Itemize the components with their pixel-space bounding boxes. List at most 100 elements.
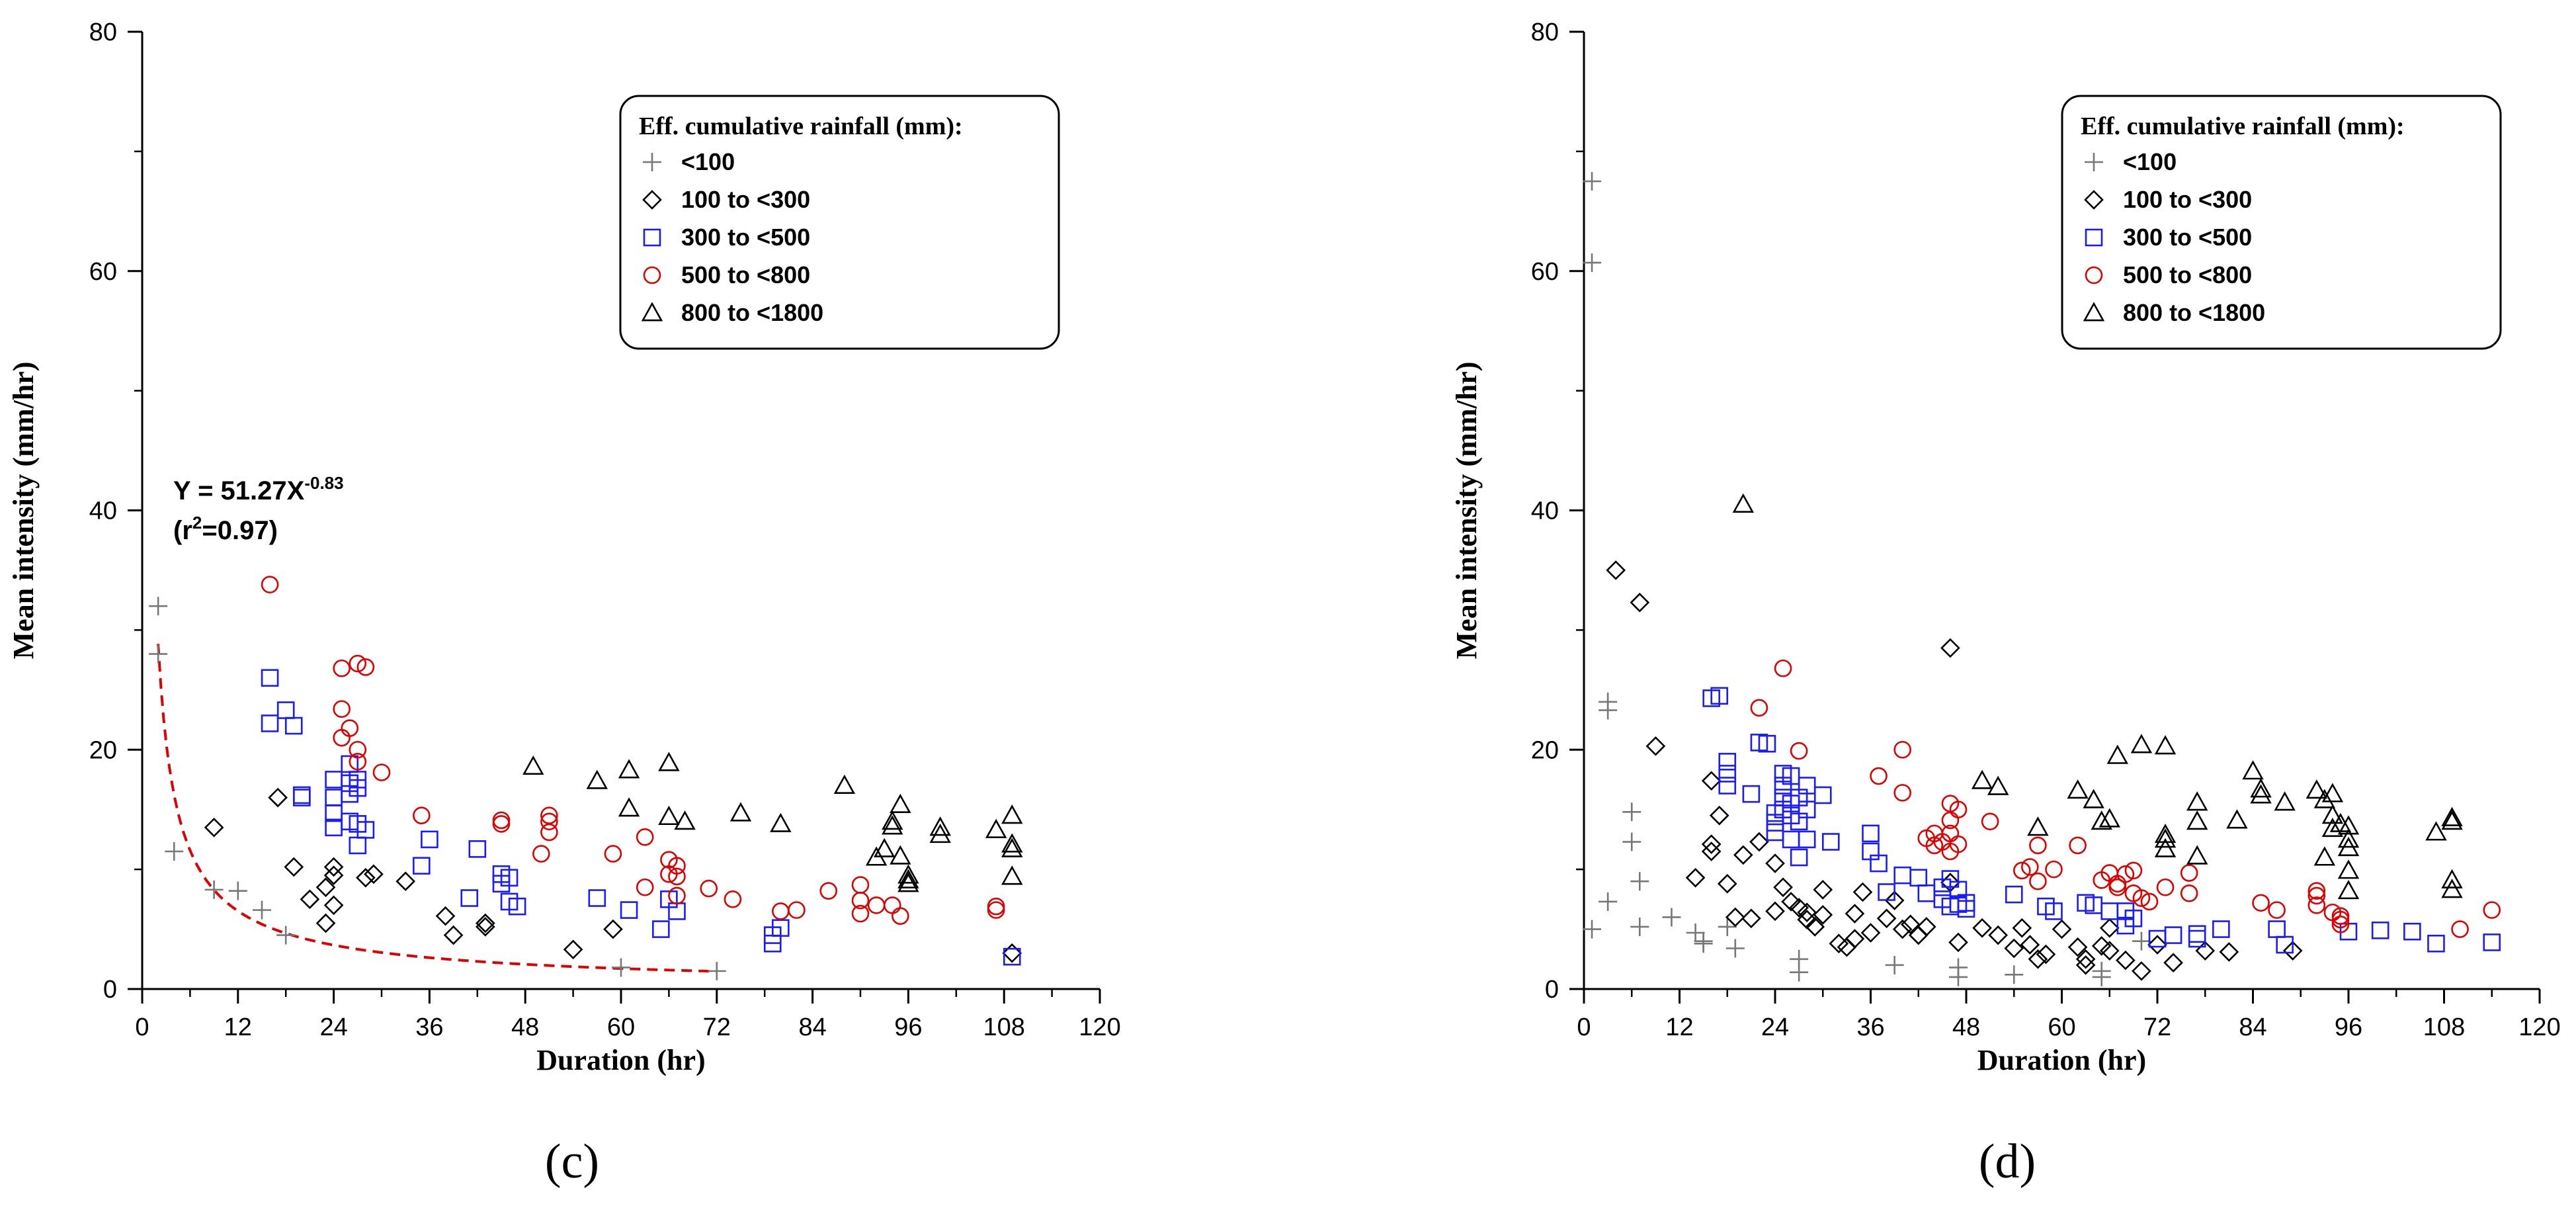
data-point	[276, 701, 295, 719]
series-circle	[261, 576, 1005, 925]
x-tick-label: 84	[2239, 1013, 2266, 1041]
data-point	[2108, 875, 2127, 893]
x-tick-label: 0	[135, 1013, 149, 1041]
data-point	[228, 881, 247, 900]
series-square	[1702, 687, 2501, 954]
data-point	[2083, 789, 2104, 808]
data-point	[1909, 869, 1928, 887]
data-point	[460, 889, 479, 907]
data-point	[1908, 925, 1929, 945]
data-point	[604, 845, 622, 863]
data-point	[2020, 935, 2040, 955]
data-point	[356, 867, 376, 888]
data-point	[356, 821, 375, 839]
data-point	[261, 669, 279, 687]
data-point	[1750, 699, 1768, 717]
data-point	[2427, 934, 2445, 953]
series-circle	[1750, 659, 2501, 938]
data-point	[1957, 900, 1975, 918]
data-point	[1701, 834, 1722, 854]
legend-label: 300 to <500	[681, 224, 810, 251]
data-point	[2045, 902, 2063, 920]
data-point	[323, 865, 344, 886]
y-tick-label: 80	[1531, 19, 1559, 46]
data-point	[2282, 941, 2303, 961]
data-point	[540, 812, 558, 831]
data-point	[890, 845, 911, 865]
data-point	[2075, 949, 2096, 969]
data-point	[1782, 830, 1800, 849]
legend-label: 500 to <800	[681, 261, 810, 288]
data-point	[2045, 860, 2063, 879]
x-tick-label: 12	[1665, 1013, 1693, 1041]
data-point	[586, 769, 608, 789]
data-point	[1765, 853, 1785, 873]
data-point	[2226, 809, 2248, 829]
data-point	[1685, 867, 1706, 888]
data-point	[1725, 907, 1745, 927]
data-point	[349, 779, 367, 797]
data-point	[2180, 864, 2198, 882]
data-point	[413, 806, 431, 825]
data-point	[2029, 836, 2047, 855]
data-point	[2067, 779, 2089, 799]
data-point	[1878, 883, 1895, 901]
data-point	[1765, 901, 1785, 922]
data-point	[1718, 753, 1737, 771]
data-point	[2268, 901, 2286, 919]
data-point	[500, 869, 519, 887]
data-point	[468, 840, 487, 858]
fit-equation: Y = 51.27X-0.83	[173, 473, 344, 505]
data-point	[2092, 967, 2111, 986]
data-point	[2147, 935, 2167, 955]
data-point	[985, 818, 1007, 838]
data-point	[1790, 848, 1808, 867]
data-point	[268, 787, 288, 808]
y-tick-label: 40	[1531, 497, 1559, 525]
data-point	[2029, 872, 2047, 890]
data-point	[882, 810, 903, 830]
data-point	[1789, 898, 1809, 918]
data-point	[1630, 592, 1650, 613]
data-point	[2186, 845, 2208, 865]
data-point	[929, 823, 951, 843]
data-point	[1948, 967, 1968, 986]
data-point	[2148, 929, 2167, 948]
data-point	[1981, 812, 1999, 831]
data-point	[819, 882, 838, 900]
panel-label: (d)	[1979, 1135, 2036, 1189]
data-point	[668, 867, 686, 886]
data-point	[349, 740, 367, 759]
data-point	[1885, 955, 1904, 974]
data-point	[1940, 638, 1960, 658]
data-point	[603, 919, 623, 939]
x-tick-label: 108	[2423, 1013, 2465, 1041]
data-point	[897, 869, 919, 888]
data-point	[1606, 560, 1626, 580]
data-point	[476, 917, 495, 937]
x-tick-label: 120	[2518, 1013, 2560, 1041]
legend-marker	[2085, 153, 2103, 171]
data-point	[2403, 922, 2421, 941]
data-point	[1893, 784, 1911, 802]
data-point	[772, 902, 790, 920]
legend-marker	[2085, 228, 2103, 247]
legend-marker	[643, 153, 661, 171]
data-point	[1948, 932, 1968, 953]
data-point	[1813, 880, 1833, 900]
fit-r-squared: (r2=0.97)	[173, 513, 278, 545]
panel-d: 0 12 24 36 48 60 72 84 96 108 120 0 20 40 60 80 Duration…	[1450, 19, 2561, 1189]
data-point	[2021, 858, 2039, 876]
data-point	[1821, 833, 1840, 851]
data-point	[2154, 838, 2177, 857]
data-point	[2156, 878, 2175, 896]
data-point	[2307, 886, 2326, 905]
data-point	[2154, 735, 2177, 755]
data-point	[261, 576, 279, 593]
data-point	[413, 857, 431, 875]
legend-title: Eff. cumulative rainfall (mm):	[2081, 112, 2405, 140]
legend-label: <100	[681, 148, 735, 175]
x-tick-label: 60	[607, 1013, 635, 1041]
data-point	[2013, 861, 2031, 880]
data-point	[2321, 804, 2344, 824]
